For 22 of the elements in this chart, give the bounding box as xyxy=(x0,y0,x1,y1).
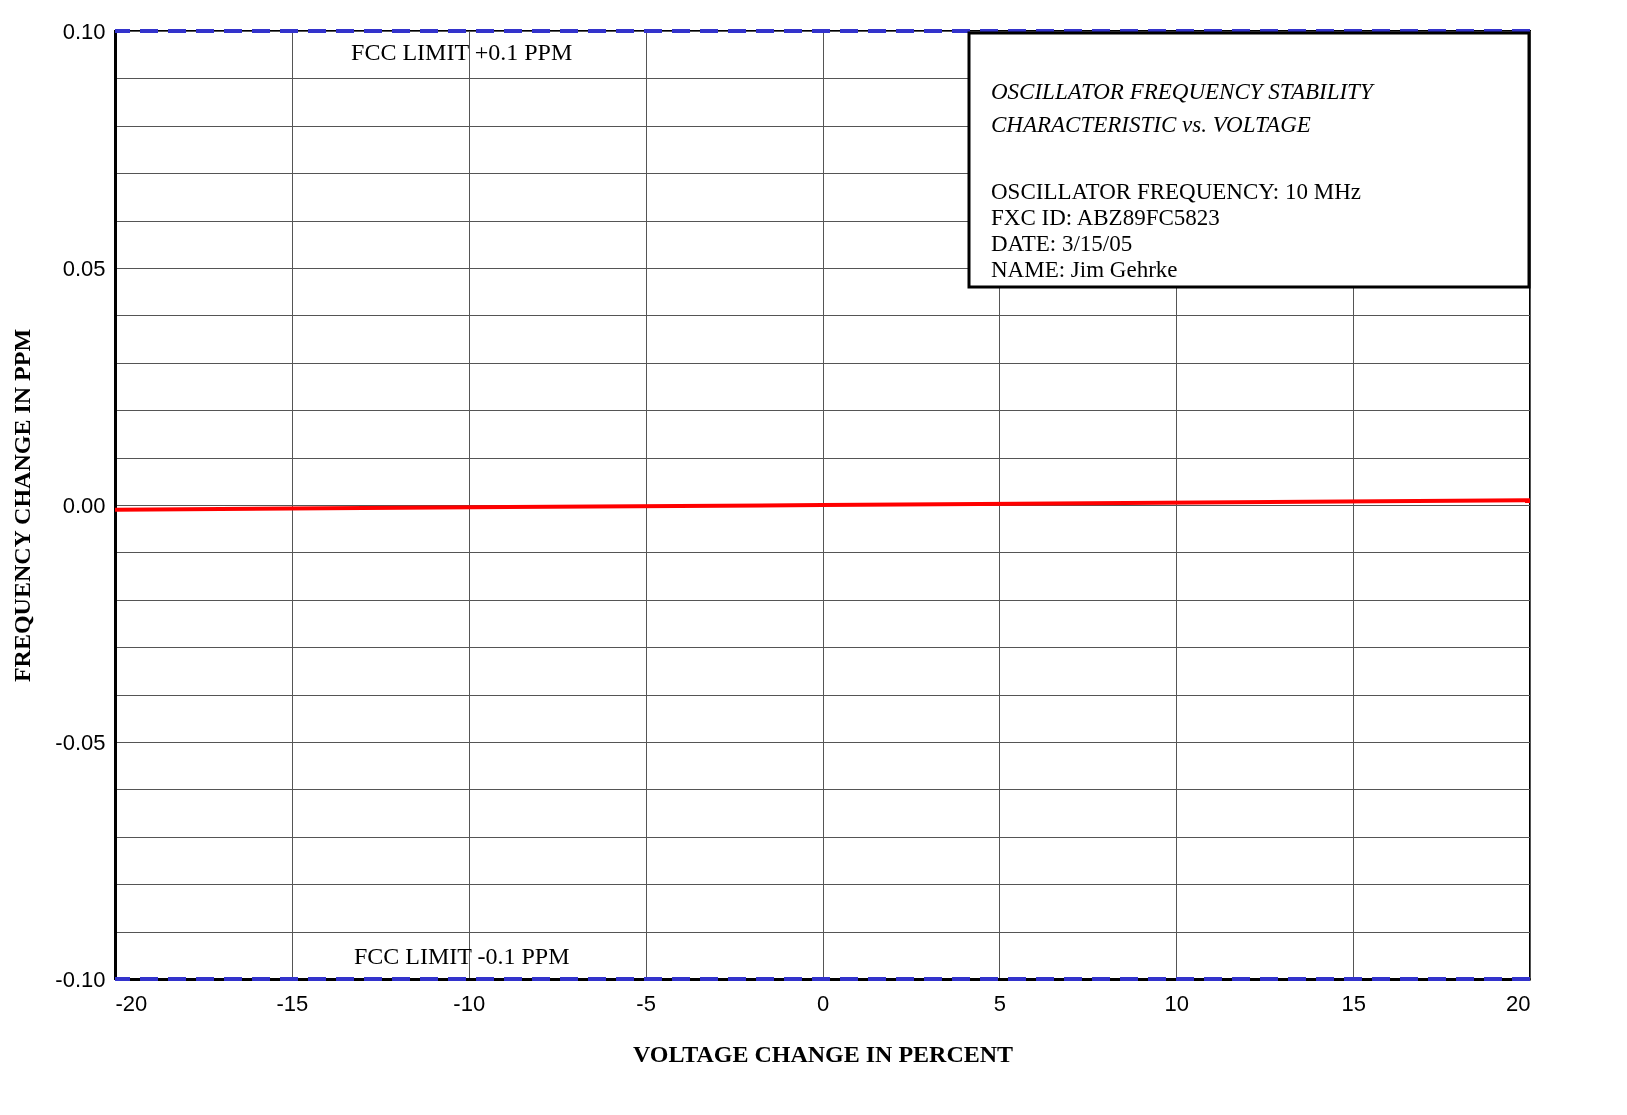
x-tick-label: -10 xyxy=(453,990,486,1016)
text: OSCILLATOR FREQUENCY STABILITY CHARACTERISTIC vs. VOLTAGE xyxy=(991,79,1375,137)
y-tick-label: 0.05 xyxy=(62,255,106,281)
x-tick-label: -15 xyxy=(276,990,309,1016)
y-tick-label: 0.00 xyxy=(62,492,106,518)
x-tick-label: 10 xyxy=(1164,990,1189,1016)
annotation: DATE: 3/15/05 xyxy=(991,231,1133,256)
x-axis-title: VOLTAGE CHANGE IN PERCENT xyxy=(632,1040,1014,1067)
x-tick-label: 5 xyxy=(993,990,1006,1016)
annotation: NAME: Jim Gehrke xyxy=(991,257,1178,282)
x-tick-label: 0 xyxy=(816,990,830,1016)
x-tick-label: 20 xyxy=(1506,990,1531,1016)
annotation: FXC ID: ABZ89FC5823 xyxy=(991,205,1220,230)
y-tick-label: -0.05 xyxy=(55,729,106,755)
y-axis-title: FREQUENCY CHANGE IN PPM xyxy=(9,328,36,683)
x-tick-label: -5 xyxy=(636,990,656,1016)
x-tick-label: -20 xyxy=(115,990,148,1016)
y-tick-label: 0.10 xyxy=(62,18,106,44)
y-tick-label: -0.10 xyxy=(55,966,106,992)
annotation: OSCILLATOR FREQUENCY: 10 MHz xyxy=(991,179,1361,204)
x-tick-label: 15 xyxy=(1341,990,1366,1016)
ref-line-label: FCC LIMIT +0.1 PPM xyxy=(351,39,573,65)
